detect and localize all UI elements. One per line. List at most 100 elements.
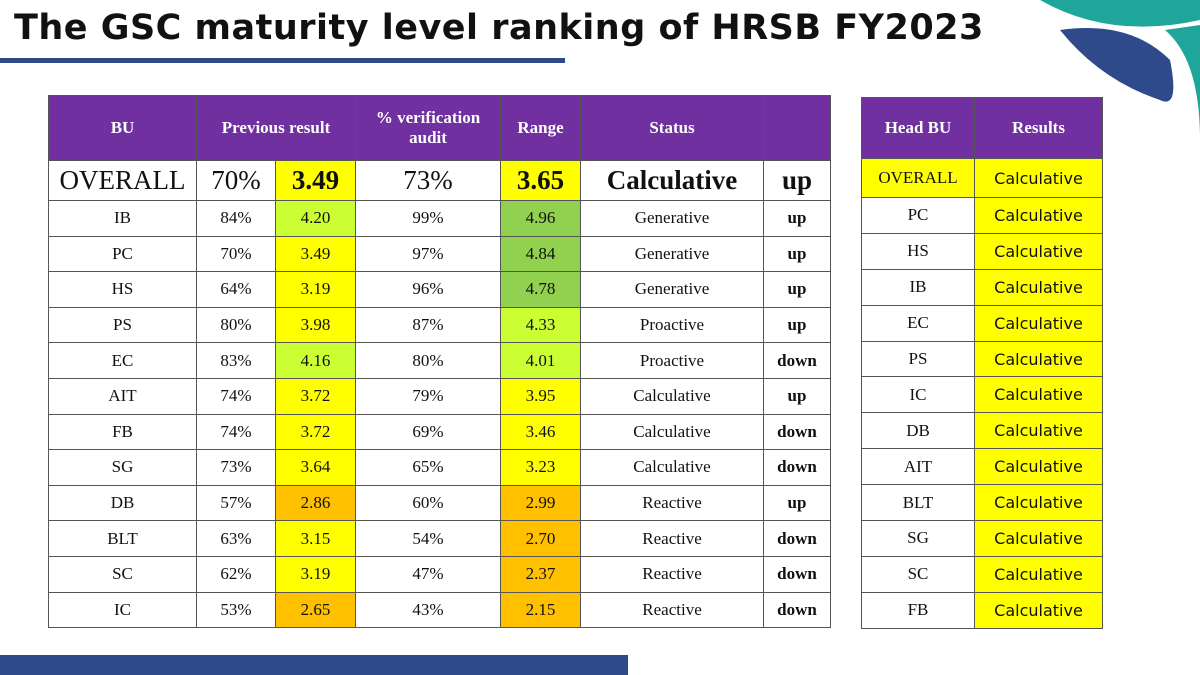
bu-cell: SC xyxy=(48,555,197,593)
table-row: EC Calculative xyxy=(861,304,1103,342)
previous-score: 4.16 xyxy=(274,342,357,379)
bu-cell: IB xyxy=(48,200,197,237)
previous-score: 3.15 xyxy=(274,520,357,557)
table-row: OVERALL 70% 3.49 73% 3.65 Calculative up xyxy=(48,160,832,201)
table-row: BLT 63% 3.15 54% 2.70 Reactive down xyxy=(48,520,832,557)
status-cell: Generative xyxy=(580,200,765,237)
verification-percent: 99% xyxy=(355,200,502,237)
previous-percent: 64% xyxy=(196,271,276,308)
range-score: 3.23 xyxy=(500,449,582,486)
trend-cell: up xyxy=(763,484,832,522)
table-row: PS Calculative xyxy=(861,340,1103,378)
table-row: DB Calculative xyxy=(861,412,1103,450)
range-score: 2.99 xyxy=(500,484,582,522)
bu-cell: PS xyxy=(48,306,197,344)
teal-wave xyxy=(1040,0,1200,27)
head-bu-table: Head BU Results OVERALL Calculative PC Calc… xyxy=(861,97,1103,629)
previous-percent: 84% xyxy=(196,200,276,237)
verification-percent: 69% xyxy=(355,413,502,451)
range-score: 4.33 xyxy=(500,306,582,344)
result-cell: Calculative xyxy=(974,520,1103,557)
previous-percent: 57% xyxy=(196,484,276,522)
trend-cell: up xyxy=(763,160,832,201)
table-row: IB 84% 4.20 99% 4.96 Generative up xyxy=(48,200,832,237)
head-bu-cell: EC xyxy=(861,304,975,342)
trend-cell: up xyxy=(763,235,832,273)
status-cell: Reactive xyxy=(580,484,765,522)
result-cell: Calculative xyxy=(974,268,1103,306)
head-bu-cell: OVERALL xyxy=(861,158,975,198)
verification-percent: 97% xyxy=(355,235,502,273)
table-row: HS 64% 3.19 96% 4.78 Generative up xyxy=(48,271,832,308)
header-cell: Status xyxy=(580,95,765,161)
result-cell: Calculative xyxy=(974,304,1103,342)
previous-score: 3.72 xyxy=(274,377,357,415)
status-cell: Reactive xyxy=(580,591,765,629)
bu-cell: FB xyxy=(48,413,197,451)
verification-percent: 73% xyxy=(355,160,502,201)
bu-cell: SG xyxy=(48,449,197,486)
status-cell: Reactive xyxy=(580,520,765,557)
header-cell: % verification audit xyxy=(355,95,502,161)
range-score: 3.95 xyxy=(500,377,582,415)
previous-percent: 70% xyxy=(196,160,276,201)
verification-percent: 54% xyxy=(355,520,502,557)
head-bu-cell: FB xyxy=(861,591,975,629)
result-cell: Calculative xyxy=(974,232,1103,270)
range-score: 4.84 xyxy=(500,235,582,273)
previous-score: 3.49 xyxy=(274,160,357,201)
head-bu-cell: HS xyxy=(861,232,975,270)
previous-percent: 80% xyxy=(196,306,276,344)
head-bu-cell: PC xyxy=(861,197,975,234)
trend-cell: up xyxy=(763,306,832,344)
range-score: 3.46 xyxy=(500,413,582,451)
head-bu-cell: AIT xyxy=(861,448,975,486)
previous-score: 3.64 xyxy=(274,449,357,486)
range-score: 2.37 xyxy=(500,555,582,593)
verification-percent: 60% xyxy=(355,484,502,522)
table-row: PC 70% 3.49 97% 4.84 Generative up xyxy=(48,235,832,273)
table-row: SC 62% 3.19 47% 2.37 Reactive down xyxy=(48,555,832,593)
previous-percent: 74% xyxy=(196,377,276,415)
range-score: 3.65 xyxy=(500,160,582,201)
table-row: SG 73% 3.64 65% 3.23 Calculative down xyxy=(48,449,832,486)
result-cell: Calculative xyxy=(974,197,1103,234)
header-cell: Previous result xyxy=(195,95,357,161)
result-cell: Calculative xyxy=(974,555,1103,593)
table-row: AIT Calculative xyxy=(861,448,1103,486)
header-cell: BU xyxy=(48,95,197,161)
result-cell: Calculative xyxy=(974,376,1103,414)
bu-cell: AIT xyxy=(48,377,197,415)
head-bu-cell: PS xyxy=(861,340,975,378)
status-cell: Generative xyxy=(580,235,765,273)
table-row: BLT Calculative xyxy=(861,484,1103,522)
previous-percent: 74% xyxy=(196,413,276,451)
previous-score: 4.20 xyxy=(274,200,357,237)
trend-cell: down xyxy=(763,449,832,486)
result-cell: Calculative xyxy=(974,412,1103,450)
previous-percent: 70% xyxy=(196,235,276,273)
head-bu-cell: SG xyxy=(861,520,975,557)
trend-cell: down xyxy=(763,413,832,451)
trend-cell: down xyxy=(763,520,832,557)
previous-percent: 73% xyxy=(196,449,276,486)
table-row: FB 74% 3.72 69% 3.46 Calculative down xyxy=(48,413,832,451)
table-row: AIT 74% 3.72 79% 3.95 Calculative up xyxy=(48,377,832,415)
table-row: OVERALL Calculative xyxy=(861,158,1103,198)
previous-score: 3.19 xyxy=(274,555,357,593)
range-score: 4.96 xyxy=(500,200,582,237)
title-underline xyxy=(0,58,565,63)
previous-score: 3.98 xyxy=(274,306,357,344)
previous-score: 2.86 xyxy=(274,484,357,522)
range-score: 4.01 xyxy=(500,342,582,379)
bu-cell: OVERALL xyxy=(48,160,197,201)
status-cell: Calculative xyxy=(580,377,765,415)
table-row: SC Calculative xyxy=(861,555,1103,593)
head-bu-cell: SC xyxy=(861,555,975,593)
verification-percent: 65% xyxy=(355,449,502,486)
header-cell xyxy=(763,95,832,161)
table-row: PS 80% 3.98 87% 4.33 Proactive up xyxy=(48,306,832,344)
status-cell: Calculative xyxy=(580,449,765,486)
